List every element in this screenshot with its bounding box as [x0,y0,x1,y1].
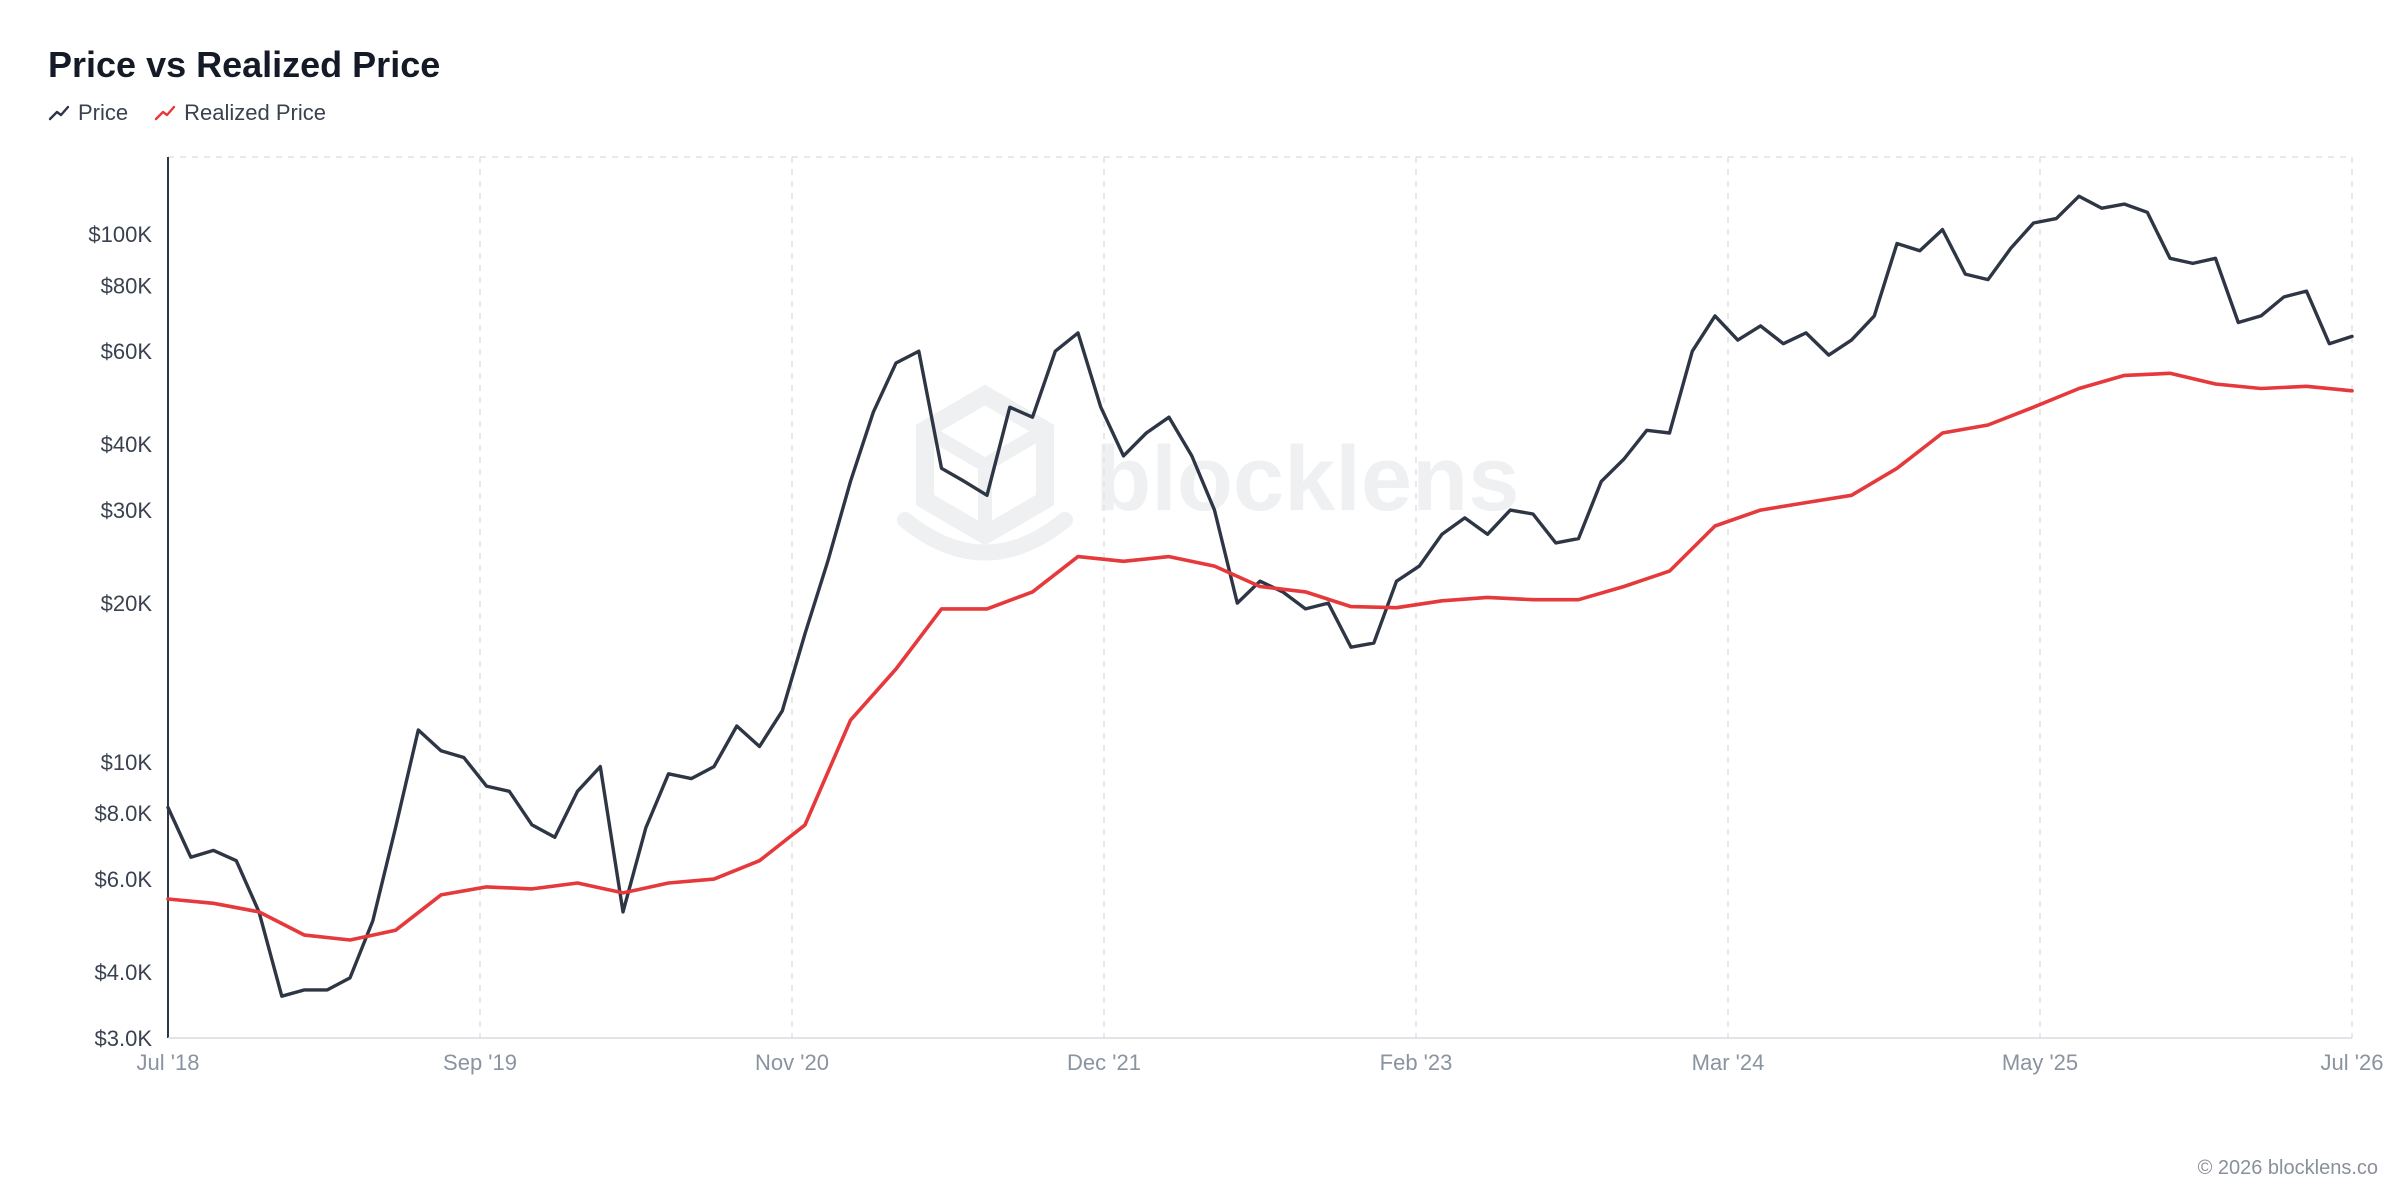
axes: Jul '18 Sep '19 Nov '20 Dec '21 Feb '23 Mar '… [88,157,2383,1075]
line-chart-icon [48,105,70,121]
y-tick-label: $40K [101,432,153,457]
watermark-logo-icon [897,384,1073,561]
series-line-price [166,194,2354,998]
watermark: blocklens [897,384,1519,561]
x-tick-label: Jul '26 [2321,1050,2384,1075]
y-tick-label: $20K [101,591,153,616]
legend-label-price: Price [78,100,129,125]
series-line-realized-price [166,371,2354,942]
chart-title: Price vs Realized Price [48,44,441,85]
line-chart-icon [154,105,176,121]
x-tick-label: Dec '21 [1067,1050,1141,1075]
y-tick-label: $10K [101,750,153,775]
grid [168,156,2353,1038]
legend-label-realized-price: Realized Price [184,100,326,125]
legend-item-realized-price[interactable]: Realized Price [154,100,326,126]
x-tick-label: May '25 [2002,1050,2078,1075]
y-tick-label: $100K [88,222,152,247]
x-tick-label: Feb '23 [1380,1050,1453,1075]
x-tick-label: Nov '20 [755,1050,829,1075]
x-tick-label: Sep '19 [443,1050,517,1075]
y-tick-label: $80K [101,273,153,298]
y-tick-label: $8.0K [95,801,153,826]
y-tick-label: $4.0K [95,960,153,985]
y-tick-label: $60K [101,339,153,364]
x-tick-label: Jul '18 [137,1050,200,1075]
footer-copyright: © 2026 blocklens.co [2197,1157,2378,1179]
y-tick-label: $3.0K [95,1026,153,1051]
legend-item-price[interactable]: Price [48,100,128,126]
watermark-text: blocklens [1095,428,1519,530]
legend: Price Realized Price [48,100,352,126]
x-tick-label: Mar '24 [1692,1050,1765,1075]
y-tick-label: $6.0K [95,867,153,892]
y-tick-label: $30K [101,498,153,523]
series-group [166,194,2354,998]
